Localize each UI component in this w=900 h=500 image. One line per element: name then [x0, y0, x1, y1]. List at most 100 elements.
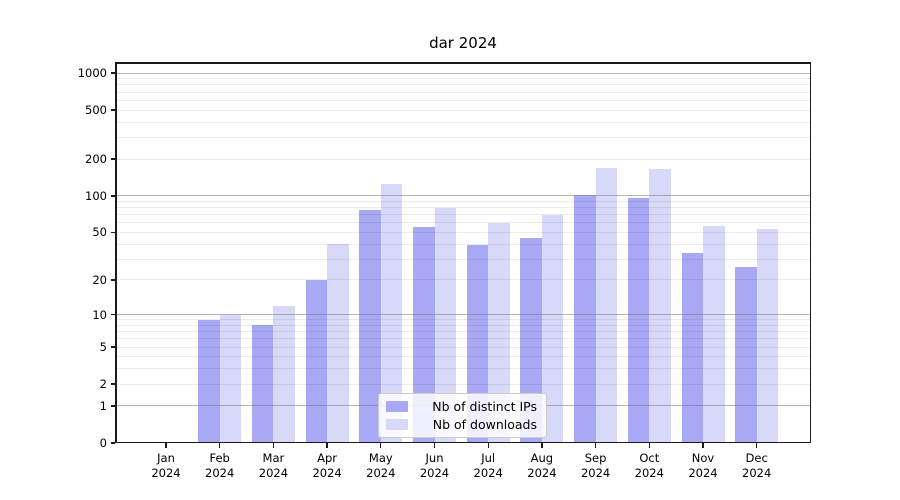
x-tick-mark [433, 443, 436, 448]
y-tick-mark [110, 109, 115, 111]
x-tick-mark [326, 443, 328, 448]
x-tick-mark [272, 443, 275, 448]
minor-gridline [115, 109, 811, 111]
x-tick-year: 2024 [688, 465, 718, 480]
bar-distinct-ips-may [359, 210, 381, 443]
x-tick-mark [648, 443, 650, 448]
x-tick-month: Nov [691, 451, 715, 465]
x-tick-year: 2024 [258, 465, 289, 480]
axis-spine-top [115, 62, 811, 64]
bar-downloads-may [380, 184, 403, 443]
legend-item-downloads: Nb of downloads [386, 417, 537, 432]
x-tick-month: Sep [584, 451, 607, 465]
bar-downloads-sep [595, 167, 618, 443]
x-tick-label: Apr 2024 [299, 451, 355, 480]
x-tick-year: 2024 [742, 465, 772, 480]
minor-gridline [115, 346, 811, 348]
x-tick-label: Aug 2024 [514, 451, 570, 480]
bar-distinct-ips-mar [251, 325, 274, 443]
y-tick-label: 500 [85, 103, 107, 118]
minor-gridline [115, 243, 811, 245]
x-tick-month: Dec [745, 451, 768, 465]
y-tick-label: 1000 [77, 66, 107, 81]
x-tick-month: Mar [262, 451, 285, 465]
y-tick-mark [110, 346, 115, 348]
minor-gridline [115, 279, 811, 281]
y-tick-label: 1 [99, 398, 107, 413]
x-tick-label: Nov 2024 [675, 451, 731, 480]
x-tick-mark [756, 443, 758, 448]
minor-gridline [115, 136, 811, 138]
x-tick-mark [487, 443, 489, 448]
x-tick-year: 2024 [151, 465, 181, 480]
x-tick-year: 2024 [473, 465, 503, 480]
bar-distinct-ips-feb [198, 319, 220, 443]
bar-downloads-oct [649, 168, 671, 443]
chart-title: dar 2024 [429, 34, 497, 52]
x-tick-year: 2024 [205, 465, 235, 480]
legend-item-distinct-ips: Nb of distinct IPs [386, 399, 537, 414]
x-tick-label: Oct 2024 [621, 451, 677, 480]
y-tick-label: 5 [99, 340, 107, 355]
axis-spine-left [115, 62, 117, 443]
minor-gridline [115, 258, 811, 260]
y-tick-label: 0 [99, 436, 107, 450]
minor-gridline [115, 231, 811, 233]
y-tick-mark [110, 72, 115, 74]
x-tick-mark [594, 443, 597, 448]
minor-gridline [115, 356, 811, 358]
x-tick-month: Aug [530, 451, 554, 465]
x-tick-mark [380, 443, 382, 448]
x-tick-month: Feb [209, 451, 230, 465]
x-tick-year: 2024 [366, 465, 396, 480]
legend-label-distinct-ips: Nb of distinct IPs [432, 399, 537, 414]
minor-gridline [115, 214, 811, 216]
bar-downloads-jun [434, 207, 456, 443]
y-tick-label: 200 [85, 152, 107, 167]
y-tick-mark [110, 405, 115, 407]
axis-spine-bottom [115, 441, 811, 443]
x-tick-year: 2024 [527, 465, 557, 480]
y-tick-mark [110, 231, 115, 234]
x-tick-year: 2024 [634, 465, 664, 480]
y-tick-mark [110, 383, 115, 385]
x-tick-label: Jul 2024 [460, 451, 516, 480]
minor-gridline [115, 84, 811, 86]
x-tick-year: 2024 [312, 465, 342, 480]
y-tick-label: 2 [99, 377, 107, 392]
minor-gridline [115, 222, 811, 224]
y-tick-mark [110, 195, 115, 197]
x-tick-month: Jul [481, 451, 496, 465]
minor-gridline [115, 338, 811, 340]
bar-distinct-ips-oct [627, 198, 650, 443]
bar-downloads-jul [488, 222, 510, 443]
x-tick-month: May [368, 451, 393, 465]
major-gridline [115, 195, 811, 197]
bar-downloads-apr [327, 244, 349, 443]
minor-gridline [115, 368, 811, 370]
minor-gridline [115, 99, 811, 101]
major-gridline [115, 314, 811, 316]
y-tick-label: 100 [85, 188, 107, 203]
x-tick-month: Apr [317, 451, 338, 465]
x-tick-mark [219, 443, 221, 448]
y-tick-mark [110, 158, 115, 160]
x-tick-label: Jan 2024 [138, 451, 194, 480]
axis-spine-right [809, 62, 811, 443]
minor-gridline [115, 383, 811, 385]
bar-downloads-aug [541, 214, 564, 443]
x-tick-month: Oct [639, 451, 660, 465]
x-tick-year: 2024 [580, 465, 611, 480]
minor-gridline [115, 319, 811, 321]
minor-gridline [115, 207, 811, 209]
minor-gridline [115, 158, 811, 160]
y-tick-label: 20 [92, 272, 107, 287]
bar-distinct-ips-aug [520, 237, 542, 443]
y-tick-label: 50 [92, 225, 107, 240]
legend: Nb of distinct IPs Nb of downloads [378, 393, 547, 438]
plot-area [115, 62, 811, 443]
y-tick-label: 10 [92, 307, 107, 322]
bar-distinct-ips-apr [305, 279, 328, 443]
bar-distinct-ips-jun [413, 227, 435, 443]
